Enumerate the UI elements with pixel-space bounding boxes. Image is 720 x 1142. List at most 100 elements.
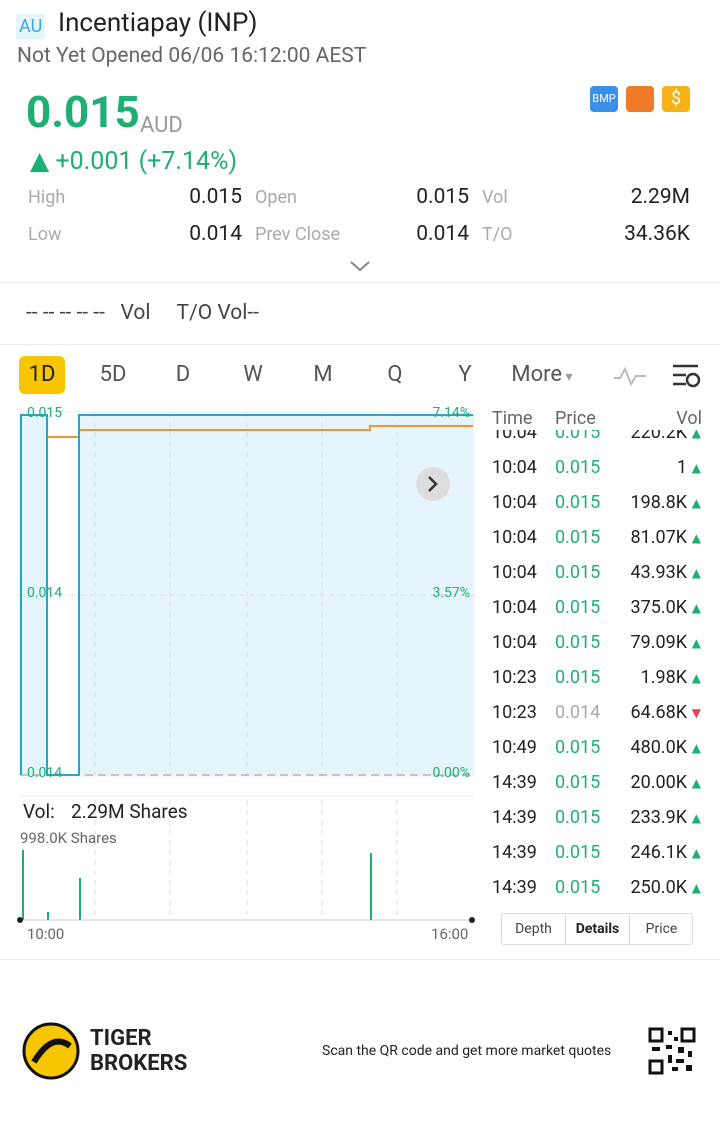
trade-price: 0.015 (555, 737, 601, 758)
icon[interactable] (626, 86, 654, 112)
period-tab[interactable]: D (175, 362, 191, 387)
scan-text: Scan the QR code and get more market quo… (322, 1043, 612, 1059)
period-tab[interactable]: M (313, 362, 333, 387)
trade-time: 14:39 (492, 807, 537, 828)
brand: TIGER BROKERS (90, 1026, 187, 1076)
stat-value: 0.015 (189, 185, 242, 209)
y2-label: 0.00% (432, 765, 470, 781)
period-tab[interactable]: 5D (99, 362, 127, 387)
x-label: 16:00 (431, 925, 469, 943)
stat-label: Low (28, 224, 62, 245)
trade-row: 10:49 0.015 480.0K ▲ (485, 737, 705, 772)
trade-price: 0.015 (555, 632, 601, 653)
stat-value: 0.014 (416, 222, 469, 246)
trade-vol: 198.8K (630, 492, 687, 513)
brand-top: TIGER (90, 1026, 152, 1051)
trade-time: 10:04 (492, 430, 537, 443)
trade-vol: 1 (676, 457, 687, 478)
vol-value: 2.29M Shares (71, 800, 188, 823)
stat-value: 0.015 (416, 185, 469, 209)
vol-label: Vol: (23, 800, 55, 823)
trade-list: 10:04 0.015 220.2K ▲ 10:04 0.015 1 ▲ 10:04 0.015 1… (485, 430, 710, 910)
trade-price: 0.015 (555, 430, 601, 443)
period-tab[interactable]: 1D (19, 356, 65, 394)
period-tab[interactable]: W (243, 362, 263, 387)
trade-row: 14:39 0.015 20.00K ▲ (485, 772, 705, 807)
trade-vol: 43.93K (630, 562, 687, 583)
trade-row: 10:04 0.015 375.0K ▲ (485, 597, 705, 632)
trade-vol: 64.68K (630, 702, 687, 723)
trade-price: 0.015 (555, 772, 601, 793)
trade-direction: ▲ (691, 430, 701, 440)
trade-time: 10:04 (492, 492, 537, 513)
indicator-icon[interactable] (612, 364, 648, 388)
trade-vol: 20.00K (630, 772, 687, 793)
period-tab[interactable]: Y (458, 362, 472, 387)
period-tab[interactable]: More ▾ (511, 362, 573, 387)
stat-label: Open (255, 187, 297, 208)
vol: Vol (120, 301, 151, 325)
trade-vol: 375.0K (630, 597, 687, 618)
detail-tabs (501, 913, 693, 945)
y-label: 0.015 (27, 405, 63, 421)
trade-vol: 233.9K (630, 807, 687, 828)
trade-vol: 246.1K (630, 842, 687, 863)
trade-row: 10:23 0.014 64.68K ▼ (485, 702, 705, 737)
detail-tab[interactable]: Depth (515, 921, 552, 937)
stat-label: High (28, 187, 66, 208)
trade-direction: ▼ (691, 706, 701, 720)
trade-vol: 480.0K (630, 737, 687, 758)
trade-vol: 79.09K (630, 632, 687, 653)
stat-value: 34.36K (624, 222, 690, 246)
market: AU (16, 14, 46, 39)
to-vol: T/O Vol-- (176, 301, 259, 325)
trade-price: 0.015 (555, 527, 601, 548)
trade-price: 0.015 (555, 597, 601, 618)
trade-direction: ▲ (691, 496, 701, 510)
detail-tab[interactable]: Details (565, 914, 629, 944)
trade-direction: ▲ (691, 811, 701, 825)
trade-vol: 1.98K (640, 667, 687, 688)
divider (0, 282, 720, 283)
trade-header: Price (555, 408, 596, 429)
brand-bottom: BROKERS (90, 1051, 188, 1076)
trade-row: 14:39 0.015 246.1K ▲ (485, 842, 705, 877)
logo (22, 1022, 80, 1080)
price: 0.015 (26, 86, 140, 138)
stat-label: Prev Close (255, 224, 341, 245)
trade-time: 10:04 (492, 527, 537, 548)
expand[interactable] (348, 258, 372, 274)
trade-price: 0.015 (555, 667, 601, 688)
trade-row: 10:23 0.015 1.98K ▲ (485, 667, 705, 702)
icon[interactable]: $ (662, 86, 690, 112)
stat-value: 2.29M (630, 185, 690, 209)
trade-time: 10:49 (492, 737, 537, 758)
trade-direction: ▲ (691, 776, 701, 790)
period-tab[interactable]: Q (387, 362, 403, 387)
trade-time: 14:39 (492, 842, 537, 863)
vol-max: 998.0K Shares (20, 829, 117, 847)
trade-time: 10:04 (492, 597, 537, 618)
trade-direction: ▲ (691, 566, 701, 580)
y2-label: 7.14% (432, 405, 470, 421)
change-text: +0.001 (+7.14%) (55, 147, 238, 176)
trade-direction: ▲ (691, 881, 701, 895)
trade-time: 10:23 (492, 702, 537, 723)
badge[interactable]: BMP (590, 86, 618, 112)
trade-time: 14:39 (492, 772, 537, 793)
y2-label: 3.57% (432, 585, 470, 601)
footer (0, 960, 720, 1142)
trade-direction: ▲ (691, 601, 701, 615)
trade-vol: 81.07K (630, 527, 687, 548)
trade-direction: ▲ (691, 461, 701, 475)
x-label: 10:00 (27, 925, 65, 943)
trade-direction: ▲ (691, 671, 701, 685)
detail-tab[interactable]: Price (629, 914, 693, 944)
chart (17, 411, 475, 923)
trade-direction: ▲ (691, 636, 701, 650)
settings-icon[interactable] (670, 362, 702, 390)
stock-name: Incentiapay (INP) (58, 8, 258, 38)
y-label: 0.014 (27, 765, 63, 781)
trade-price: 0.015 (555, 492, 601, 513)
